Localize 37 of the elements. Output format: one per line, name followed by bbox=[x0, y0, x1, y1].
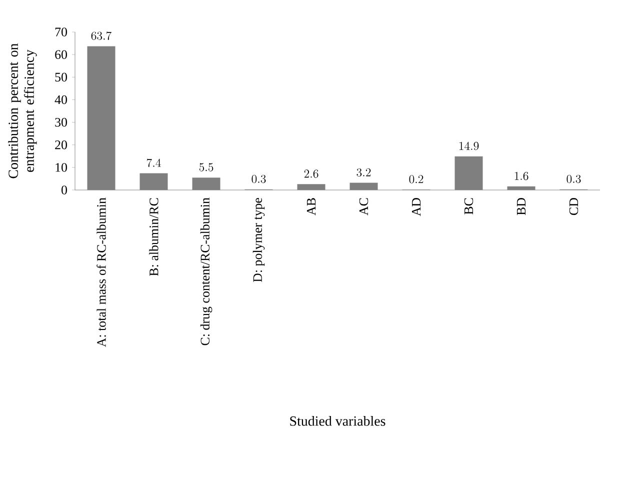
data-label: 7.4 bbox=[146, 158, 161, 168]
x-tick-label: CD bbox=[569, 198, 578, 215]
y-tick-label: 10 bbox=[56, 163, 68, 172]
data-label: 2.6 bbox=[304, 170, 318, 178]
y-tick-label: 70 bbox=[55, 28, 68, 36]
x-tick-label: AD bbox=[412, 198, 421, 216]
data-label: 0.2 bbox=[409, 175, 424, 184]
data-label: 0.3 bbox=[252, 174, 266, 184]
data-label: 14.9 bbox=[459, 142, 479, 150]
data-label: 3.2 bbox=[356, 168, 371, 177]
x-tick-label: B: albumin/RC bbox=[149, 198, 158, 276]
y-axis-title: Contribution percent on entrapment efficiency bbox=[8, 43, 37, 178]
x-tick-label: AB bbox=[306, 198, 316, 216]
y-tick-label: 50 bbox=[55, 72, 68, 82]
y-tick-label: 40 bbox=[54, 95, 68, 104]
x-tick-label: C: drug content/RC-albumin bbox=[200, 198, 212, 346]
bar bbox=[350, 182, 378, 190]
data-label: 0.3 bbox=[566, 174, 581, 184]
x-tick-label: A: total mass of RC-albumin bbox=[96, 198, 106, 348]
y-tick-label: 20 bbox=[55, 140, 68, 150]
bar bbox=[507, 186, 536, 190]
x-tick-label: BD bbox=[516, 198, 526, 216]
y-tick-label: 60 bbox=[55, 50, 68, 59]
data-label: 63.7 bbox=[91, 32, 112, 40]
x-tick-label: BC bbox=[464, 198, 474, 214]
x-tick-label: AC bbox=[359, 198, 368, 216]
x-tick-label: D: polymer type bbox=[252, 198, 265, 282]
bar bbox=[297, 184, 326, 190]
y-tick-label: 30 bbox=[55, 118, 68, 127]
y-tick-label: 0 bbox=[62, 186, 68, 194]
data-label: 1 .6 bbox=[514, 172, 528, 180]
bar bbox=[87, 46, 116, 190]
bar bbox=[454, 156, 483, 190]
bar bbox=[140, 173, 168, 190]
data-label: 5.5 bbox=[199, 163, 214, 172]
x-axis-title: Studied variables bbox=[290, 416, 386, 426]
bar bbox=[192, 178, 220, 190]
